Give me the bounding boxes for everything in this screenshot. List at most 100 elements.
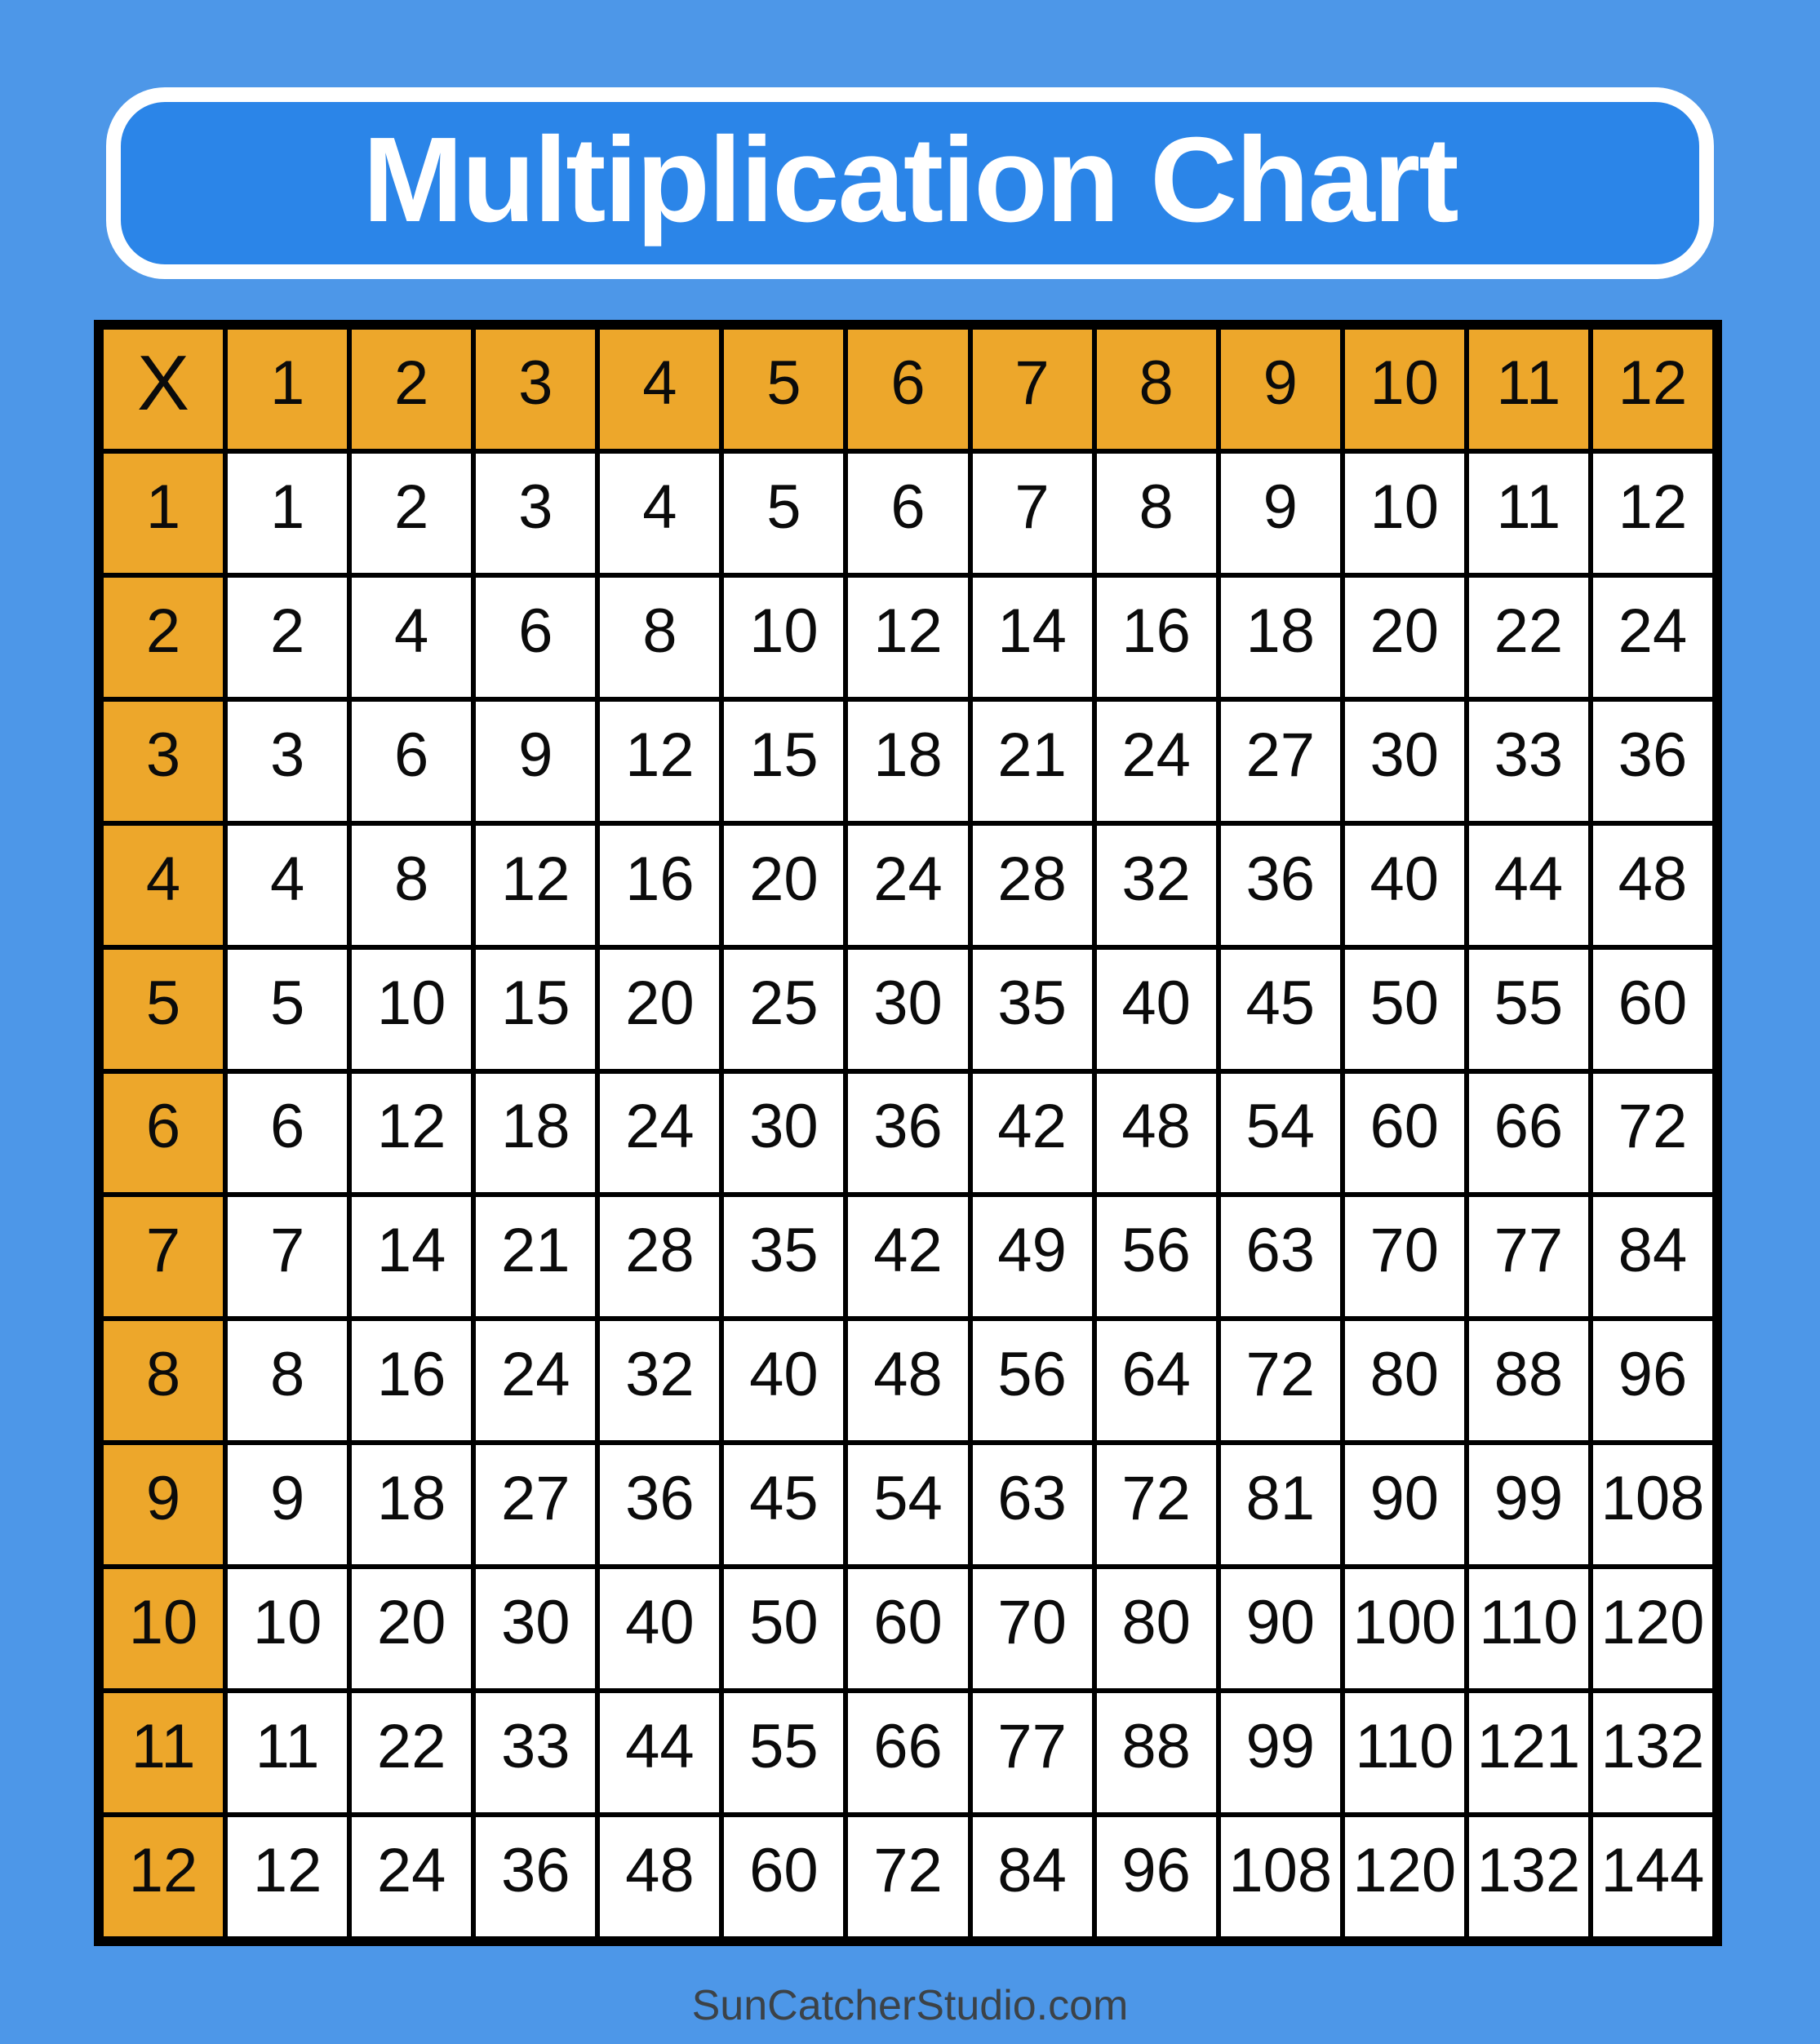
- product-cell: 8: [228, 1321, 348, 1441]
- product-cell: 25: [724, 949, 844, 1069]
- product-cell: 20: [1344, 577, 1464, 697]
- product-cell: 36: [1220, 825, 1340, 945]
- product-cell: 72: [848, 1817, 968, 1936]
- product-cell: 42: [972, 1073, 1092, 1193]
- column-header-cell: 1: [228, 330, 348, 449]
- product-cell: 121: [1468, 1693, 1588, 1813]
- multiplication-table: X 1 2 3 4 5 6 7 8 9 10 11 12 1 1 2 3 4 5 6 7 8 9 10 11 12 2 2 4 6 8 10 1…: [94, 320, 1722, 1946]
- product-cell: 10: [1344, 453, 1464, 573]
- column-header-cell: 3: [476, 330, 596, 449]
- row-label-cell: 5: [104, 949, 224, 1069]
- column-header-cell: 11: [1468, 330, 1588, 449]
- footer-credit: SunCatcherStudio.com: [691, 1982, 1129, 2029]
- product-cell: 33: [1468, 701, 1588, 821]
- product-cell: 60: [1592, 949, 1712, 1069]
- product-cell: 6: [848, 453, 968, 573]
- column-header-cell: 7: [972, 330, 1092, 449]
- product-cell: 18: [476, 1073, 596, 1193]
- product-cell: 15: [476, 949, 596, 1069]
- product-cell: 48: [600, 1817, 720, 1936]
- product-cell: 70: [972, 1569, 1092, 1689]
- product-cell: 16: [600, 825, 720, 945]
- column-header-cell: 6: [848, 330, 968, 449]
- product-cell: 54: [1220, 1073, 1340, 1193]
- product-cell: 80: [1096, 1569, 1216, 1689]
- product-cell: 21: [476, 1197, 596, 1317]
- row-label-cell: 1: [104, 453, 224, 573]
- product-cell: 48: [1096, 1073, 1216, 1193]
- product-cell: 88: [1096, 1693, 1216, 1813]
- product-cell: 3: [228, 701, 348, 821]
- product-cell: 12: [1592, 453, 1712, 573]
- product-cell: 96: [1096, 1817, 1216, 1936]
- product-cell: 132: [1592, 1693, 1712, 1813]
- product-cell: 24: [1096, 701, 1216, 821]
- product-cell: 49: [972, 1197, 1092, 1317]
- row-label-cell: 11: [104, 1693, 224, 1813]
- product-cell: 42: [848, 1197, 968, 1317]
- product-cell: 55: [724, 1693, 844, 1813]
- product-cell: 11: [228, 1693, 348, 1813]
- product-cell: 100: [1344, 1569, 1464, 1689]
- product-cell: 44: [600, 1693, 720, 1813]
- product-cell: 81: [1220, 1445, 1340, 1565]
- product-cell: 120: [1344, 1817, 1464, 1936]
- product-cell: 21: [972, 701, 1092, 821]
- corner-cell: X: [104, 330, 224, 449]
- product-cell: 33: [476, 1693, 596, 1813]
- column-header-cell: 4: [600, 330, 720, 449]
- product-cell: 32: [600, 1321, 720, 1441]
- product-cell: 4: [352, 577, 472, 697]
- product-cell: 8: [600, 577, 720, 697]
- product-cell: 1: [228, 453, 348, 573]
- product-cell: 6: [352, 701, 472, 821]
- product-cell: 12: [228, 1817, 348, 1936]
- column-header-cell: 10: [1344, 330, 1464, 449]
- product-cell: 10: [228, 1569, 348, 1689]
- product-cell: 16: [352, 1321, 472, 1441]
- product-cell: 40: [724, 1321, 844, 1441]
- product-cell: 60: [724, 1817, 844, 1936]
- product-cell: 30: [848, 949, 968, 1069]
- product-cell: 28: [972, 825, 1092, 945]
- product-cell: 16: [1096, 577, 1216, 697]
- product-cell: 20: [352, 1569, 472, 1689]
- product-cell: 14: [352, 1197, 472, 1317]
- product-cell: 44: [1468, 825, 1588, 945]
- product-cell: 32: [1096, 825, 1216, 945]
- product-cell: 20: [724, 825, 844, 945]
- product-cell: 35: [724, 1197, 844, 1317]
- product-cell: 24: [600, 1073, 720, 1193]
- product-cell: 30: [724, 1073, 844, 1193]
- product-cell: 96: [1592, 1321, 1712, 1441]
- product-cell: 84: [1592, 1197, 1712, 1317]
- product-cell: 30: [476, 1569, 596, 1689]
- product-cell: 15: [724, 701, 844, 821]
- product-cell: 84: [972, 1817, 1092, 1936]
- product-cell: 2: [228, 577, 348, 697]
- product-cell: 27: [1220, 701, 1340, 821]
- product-cell: 12: [600, 701, 720, 821]
- product-cell: 2: [352, 453, 472, 573]
- product-cell: 9: [1220, 453, 1340, 573]
- row-label-cell: 3: [104, 701, 224, 821]
- product-cell: 10: [352, 949, 472, 1069]
- product-cell: 66: [1468, 1073, 1588, 1193]
- product-cell: 20: [600, 949, 720, 1069]
- product-cell: 10: [724, 577, 844, 697]
- product-cell: 72: [1096, 1445, 1216, 1565]
- product-cell: 108: [1220, 1817, 1340, 1936]
- product-cell: 40: [1344, 825, 1464, 945]
- row-label-cell: 2: [104, 577, 224, 697]
- product-cell: 144: [1592, 1817, 1712, 1936]
- product-cell: 5: [724, 453, 844, 573]
- column-header-cell: 9: [1220, 330, 1340, 449]
- row-label-cell: 6: [104, 1073, 224, 1193]
- product-cell: 56: [972, 1321, 1092, 1441]
- product-cell: 63: [972, 1445, 1092, 1565]
- row-label-cell: 10: [104, 1569, 224, 1689]
- product-cell: 40: [600, 1569, 720, 1689]
- product-cell: 120: [1592, 1569, 1712, 1689]
- row-label-cell: 9: [104, 1445, 224, 1565]
- product-cell: 4: [600, 453, 720, 573]
